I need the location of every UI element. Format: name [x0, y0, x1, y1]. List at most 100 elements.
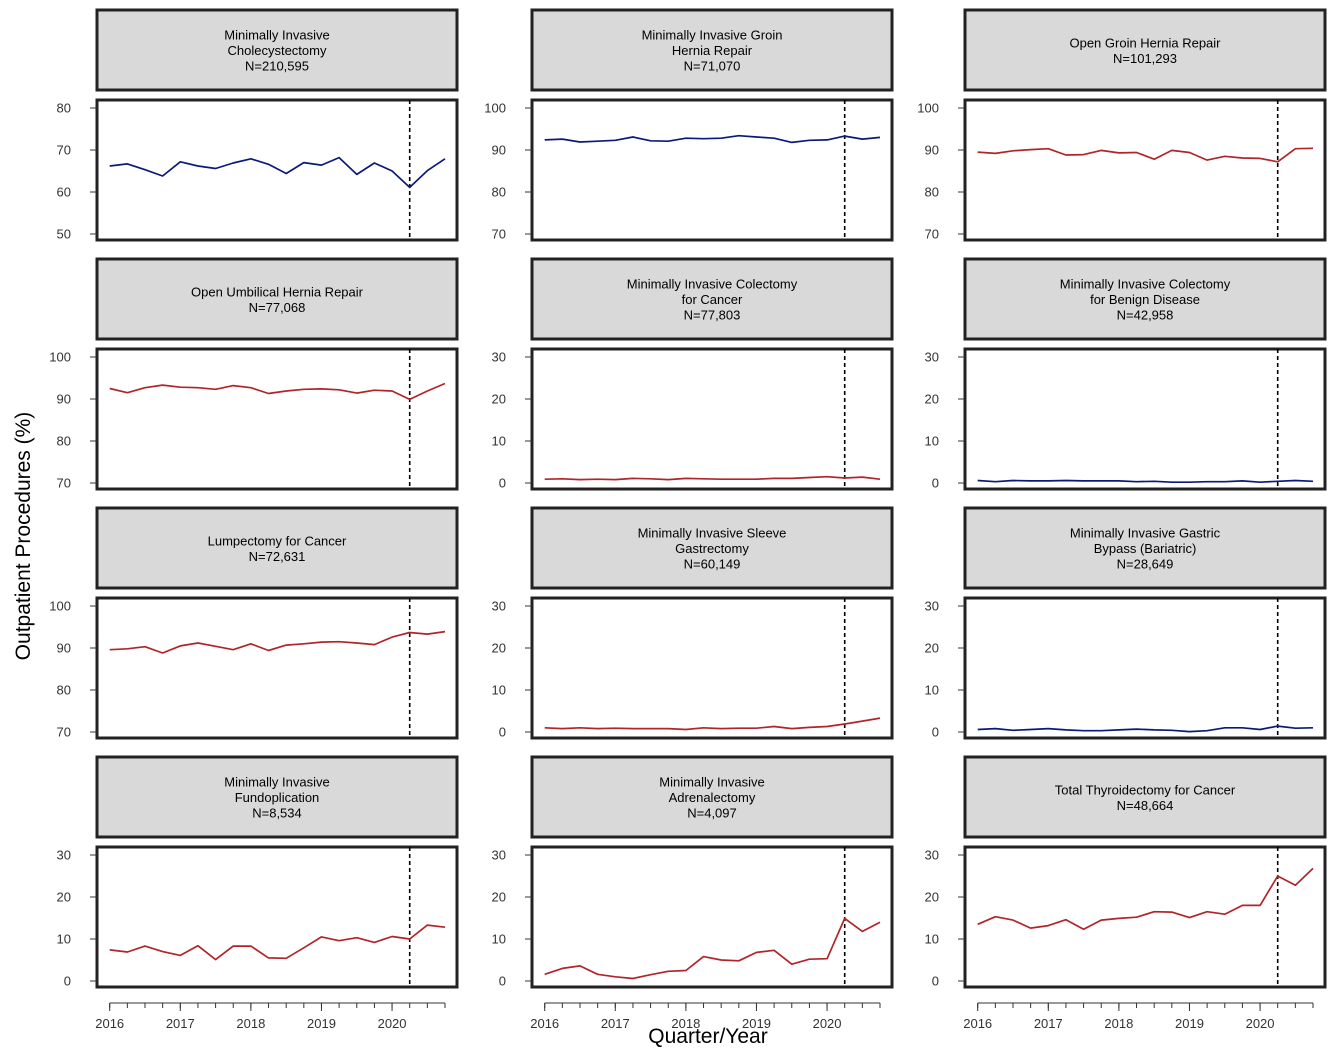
panel-title-line: Adrenalectomy: [669, 790, 756, 805]
plot-frame: [95, 845, 459, 989]
y-tick-label: 30: [925, 848, 939, 863]
plot-frame: [963, 845, 1327, 989]
x-tick-label: 2016: [963, 1016, 992, 1031]
y-tick-label: 30: [57, 848, 71, 863]
y-tick-label: 20: [492, 890, 506, 905]
y-tick-label: 80: [57, 683, 71, 698]
panel-title-line: Minimally Invasive Colectomy: [627, 277, 798, 292]
y-tick-label: 60: [57, 185, 71, 200]
y-tick-label: 90: [57, 392, 71, 407]
panel-title-line: for Cancer: [682, 292, 743, 307]
y-tick-label: 10: [492, 932, 506, 947]
x-tick-label: 2016: [95, 1016, 124, 1031]
panel-strip: [963, 506, 1327, 590]
y-tick-label: 10: [492, 434, 506, 449]
panel-title-line: Minimally Invasive Colectomy: [1060, 277, 1231, 292]
series-line: [977, 867, 1314, 931]
panel-title-line: Minimally Invasive Gastric: [1070, 526, 1221, 541]
panel-title-line: Minimally Invasive: [224, 775, 329, 790]
y-tick-label: 10: [492, 683, 506, 698]
x-tick-label: 2018: [1104, 1016, 1133, 1031]
x-tick-label: 2020: [1246, 1016, 1275, 1031]
panel-title-line: N=71,070: [684, 59, 741, 74]
panel-title-line: Fundoplication: [235, 790, 320, 805]
y-tick-label: 20: [492, 392, 506, 407]
y-tick-label: 0: [64, 974, 71, 989]
panel-title-line: N=42,958: [1117, 308, 1174, 323]
panel-title-line: Gastrectomy: [675, 541, 749, 556]
x-tick-label: 2019: [742, 1016, 771, 1031]
panel-title-line: N=60,149: [684, 557, 741, 572]
series-line: [109, 156, 446, 189]
y-tick-label: 30: [925, 599, 939, 614]
y-tick-label: 70: [925, 227, 939, 242]
panel-title-line: Lumpectomy for Cancer: [208, 533, 347, 548]
panel-title-line: Minimally Invasive Groin: [642, 28, 783, 43]
panel-title-line: N=210,595: [245, 59, 309, 74]
x-tick-label: 2019: [1175, 1016, 1204, 1031]
y-tick-label: 30: [492, 848, 506, 863]
y-tick-label: 90: [492, 143, 506, 158]
series-line: [109, 630, 446, 654]
series-line: [977, 725, 1314, 733]
panel-title-line: N=4,097: [687, 806, 737, 821]
panel-strip: [963, 755, 1327, 839]
y-tick-label: 90: [57, 641, 71, 656]
panel-title-line: N=72,631: [249, 549, 306, 564]
x-tick-label: 2016: [530, 1016, 559, 1031]
x-tick-label: 2017: [601, 1016, 630, 1031]
series-line: [109, 382, 446, 401]
y-tick-label: 80: [925, 185, 939, 200]
y-tick-label: 70: [492, 227, 506, 242]
y-tick-label: 70: [57, 476, 71, 491]
y-tick-label: 20: [492, 641, 506, 656]
plot-frame: [963, 596, 1327, 740]
y-tick-label: 70: [57, 725, 71, 740]
plot-frame: [95, 596, 459, 740]
y-tick-label: 0: [932, 476, 939, 491]
y-tick-label: 0: [499, 476, 506, 491]
y-tick-label: 80: [57, 434, 71, 449]
panel-title-line: Total Thyroidectomy for Cancer: [1055, 782, 1236, 797]
panel-strip: [963, 257, 1327, 341]
series-line: [544, 134, 881, 144]
y-tick-label: 0: [499, 974, 506, 989]
panel-title-line: Cholecystectomy: [228, 43, 327, 58]
panel-title-line: N=8,534: [252, 806, 302, 821]
series-line: [977, 479, 1314, 484]
plot-frame: [530, 98, 894, 242]
y-tick-label: 10: [925, 434, 939, 449]
series-line: [544, 917, 881, 980]
plot-frame: [963, 347, 1327, 491]
y-tick-label: 50: [57, 227, 71, 242]
panel-title-line: Minimally Invasive: [659, 775, 764, 790]
panel: Minimally InvasiveCholecystectomyN=210,5…: [57, 8, 459, 242]
y-tick-label: 0: [499, 725, 506, 740]
series-line: [109, 924, 446, 961]
panel-strip: [95, 506, 459, 590]
panel-strip: [530, 8, 894, 92]
panel-title-line: N=48,664: [1117, 798, 1174, 813]
x-tick-label: 2017: [1034, 1016, 1063, 1031]
y-tick-label: 100: [49, 350, 71, 365]
y-tick-label: 80: [57, 101, 71, 116]
y-tick-label: 20: [925, 890, 939, 905]
y-tick-label: 80: [492, 185, 506, 200]
y-tick-label: 100: [49, 599, 71, 614]
y-tick-label: 30: [925, 350, 939, 365]
plot-frame: [95, 347, 459, 491]
panels: Minimally Invasive CholecystectomyN=210,5…: [49, 8, 1327, 1031]
y-tick-label: 30: [492, 350, 506, 365]
y-tick-label: 10: [925, 683, 939, 698]
x-tick-label: 2019: [307, 1016, 336, 1031]
panel-title-line: N=77,803: [684, 308, 741, 323]
panel-title-line: N=28,649: [1117, 557, 1174, 572]
